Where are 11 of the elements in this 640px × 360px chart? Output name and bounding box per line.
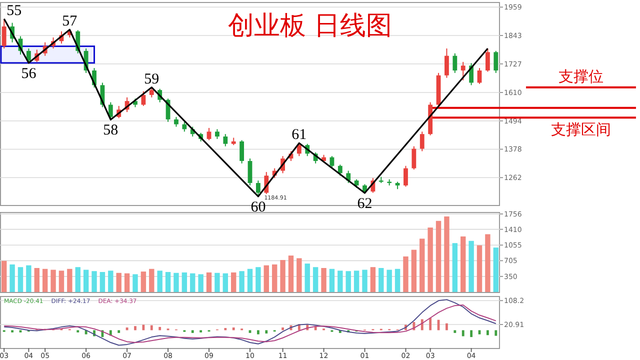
ref-line-label: 支撑区间 [551, 120, 611, 139]
ref-line-label: 支撑位 [558, 67, 604, 86]
annotation: 57 [62, 14, 78, 30]
annotation: 60 [250, 199, 266, 216]
chart-title: 创业板 日线图 [228, 11, 392, 41]
annotation: 62 [357, 196, 372, 212]
annotation: 59 [144, 71, 160, 88]
annotation: 55 [6, 2, 22, 19]
annotation: 61 [292, 127, 307, 144]
annotation: 58 [103, 122, 118, 139]
annotation: 56 [21, 66, 37, 82]
